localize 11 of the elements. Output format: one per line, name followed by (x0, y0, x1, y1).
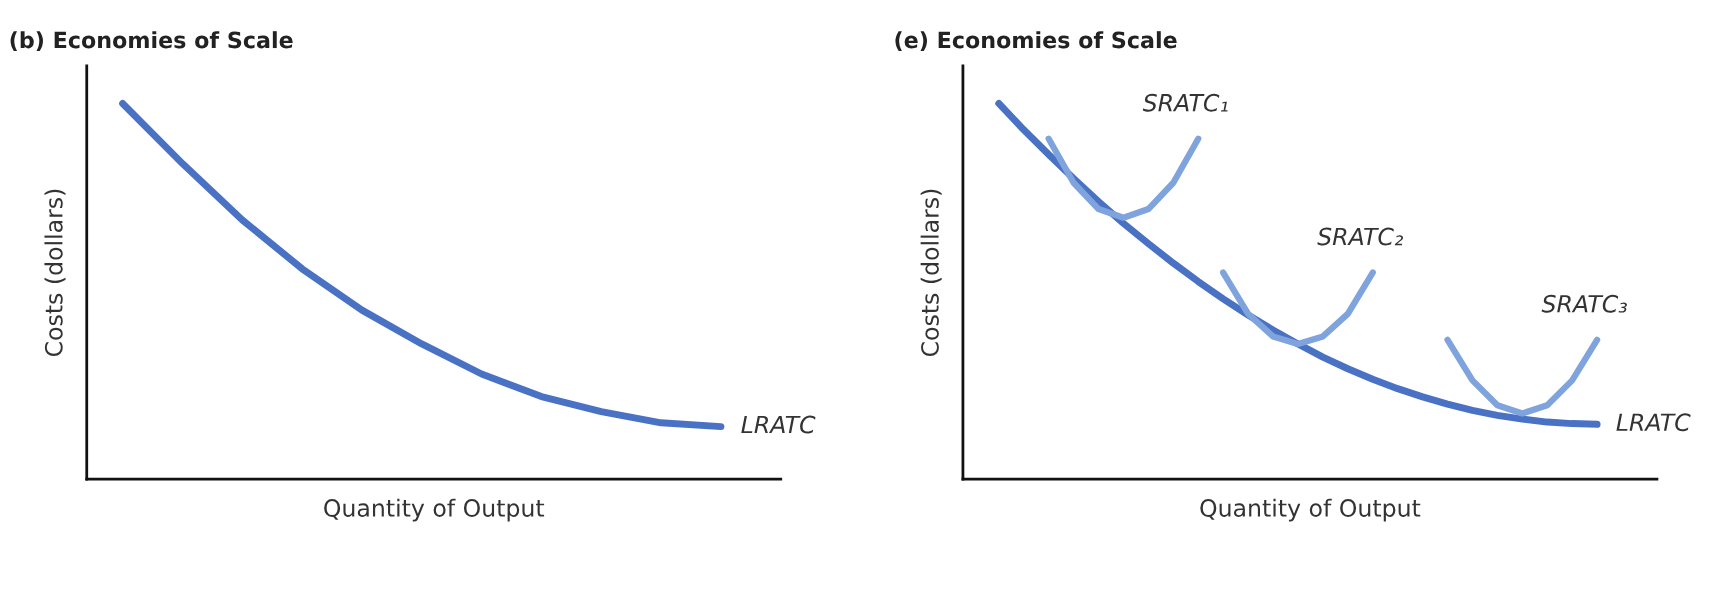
series-label: SRATC₁ (1142, 93, 1228, 112)
chart-title: (b) Economies of Scale (10, 31, 293, 51)
x-axis-title: Quantity of Output (1200, 498, 1421, 522)
y-axis-title: Costs (dollars) (920, 189, 942, 357)
chart-title: (e) Economies of Scale (895, 31, 1177, 51)
y-axis-title: Costs (dollars) (44, 189, 66, 357)
series-label: SRATC₃ (1541, 294, 1627, 313)
x-axis-title: Quantity of Output (324, 498, 545, 522)
series-label: LRATC (1616, 413, 1691, 432)
series-label: SRATC₂ (1317, 227, 1403, 246)
series-label: LRATC (741, 415, 816, 434)
